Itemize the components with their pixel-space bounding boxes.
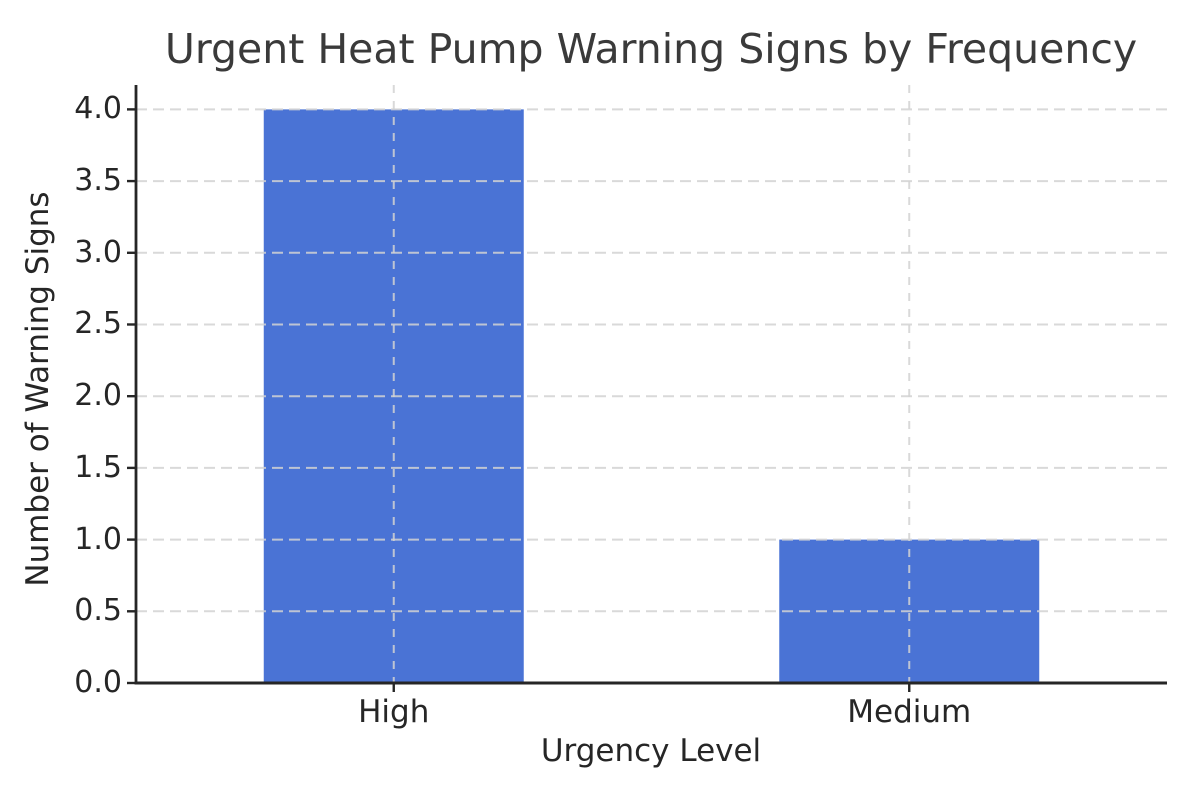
y-tick-label: 0.0 (74, 665, 122, 700)
y-tick-label: 3.5 (74, 163, 122, 199)
y-tick-label: 1.0 (74, 521, 122, 557)
y-tick-label: 1.5 (74, 449, 122, 485)
y-tick-label: 0.5 (74, 593, 122, 629)
y-tick-label: 2.0 (74, 378, 122, 414)
x-tick-label: High (358, 694, 430, 730)
chart-title: Urgent Heat Pump Warning Signs by Freque… (164, 25, 1138, 73)
y-tick-label: 2.5 (74, 306, 122, 342)
x-axis-label: Urgency Level (540, 733, 762, 769)
x-tick-label: Medium (847, 694, 972, 730)
y-tick-label: 3.0 (74, 234, 122, 270)
y-tick-label: 4.0 (74, 91, 122, 127)
